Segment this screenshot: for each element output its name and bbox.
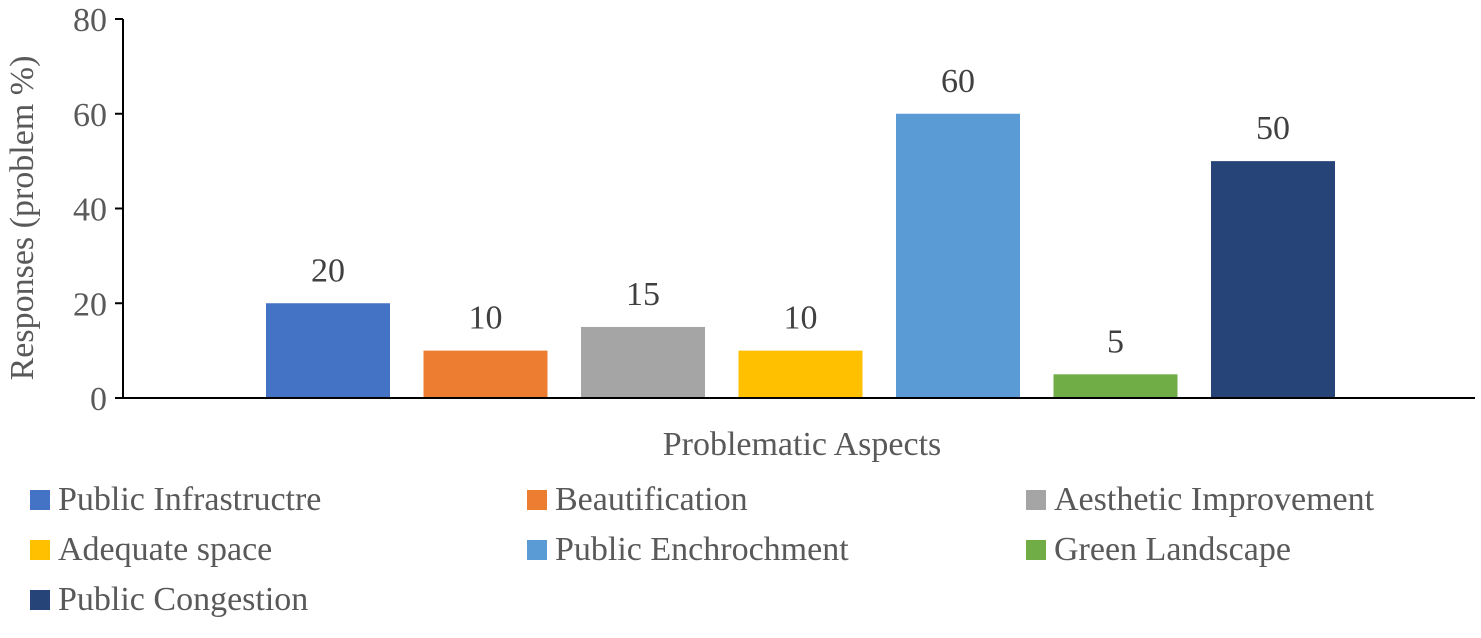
legend-label: Aesthetic Improvement — [1054, 481, 1375, 518]
legend-label: Public Infrastructre — [58, 481, 322, 518]
data-labels: 20 10 15 10 60 5 50 — [311, 63, 1290, 361]
legend-item: Public Infrastructre — [30, 480, 321, 520]
bar-0 — [266, 303, 390, 398]
legend-label: Green Landscape — [1054, 531, 1291, 568]
bar-3 — [738, 350, 863, 398]
legend-item: Adequate space — [30, 530, 272, 570]
bar-1 — [423, 350, 548, 398]
x-axis-title: Problematic Aspects — [663, 426, 942, 463]
legend-swatch — [30, 590, 50, 610]
legend-label: Adequate space — [58, 531, 273, 568]
y-tick-label: 40 — [73, 192, 107, 229]
y-axis-ticks: 0 20 40 60 80 — [73, 2, 123, 418]
legend-item: Beautification — [527, 480, 748, 520]
data-label: 60 — [941, 63, 975, 100]
legend-label: Public Enchrochment — [555, 531, 849, 568]
legend-item: Aesthetic Improvement — [1026, 480, 1374, 520]
legend-swatch — [527, 540, 547, 560]
bar-6 — [1211, 161, 1335, 398]
legend-item: Public Congestion — [30, 580, 308, 620]
data-label: 10 — [469, 300, 503, 337]
data-label: 15 — [626, 276, 660, 313]
bar-5 — [1053, 374, 1178, 398]
legend-swatch — [527, 490, 547, 510]
legend-label: Public Congestion — [58, 581, 309, 618]
bars — [266, 113, 1335, 398]
y-tick-label: 80 — [73, 2, 107, 39]
data-label: 20 — [311, 252, 345, 289]
data-label: 10 — [784, 300, 818, 337]
data-label: 5 — [1107, 323, 1124, 360]
bar-2 — [581, 326, 705, 398]
legend-label: Beautification — [555, 481, 748, 518]
legend-swatch — [30, 490, 50, 510]
y-tick-label: 0 — [90, 381, 107, 418]
chart: 0 20 40 60 80 20 10 15 10 60 5 50 Responses (probl… — [4, 2, 1475, 463]
legend-swatch — [30, 540, 50, 560]
legend-item: Green Landscape — [1026, 530, 1291, 570]
y-axis-title: Responses (problem %) — [4, 56, 41, 381]
bar-4 — [896, 113, 1020, 398]
y-tick-label: 60 — [73, 97, 107, 134]
legend-swatch — [1026, 490, 1046, 510]
data-label: 50 — [1256, 110, 1290, 147]
legend-swatch — [1026, 540, 1046, 560]
legend-item: Public Enchrochment — [527, 530, 849, 570]
y-tick-label: 20 — [73, 286, 107, 323]
